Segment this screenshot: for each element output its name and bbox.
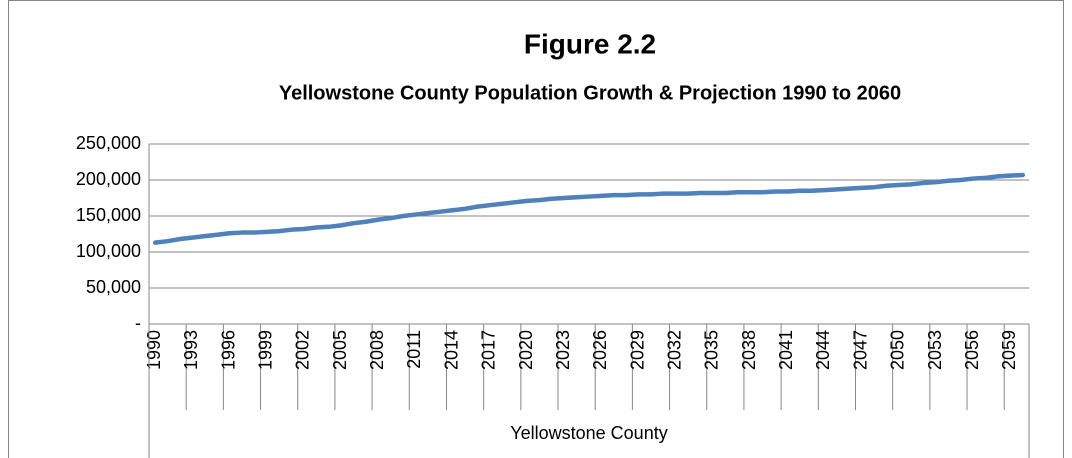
- x-tick-label: 2023: [553, 330, 573, 370]
- x-tick-label: 2014: [441, 330, 461, 370]
- data-line: [152, 172, 1026, 245]
- x-tick-label: 2035: [702, 330, 722, 370]
- x-tick-label: 2050: [888, 330, 908, 370]
- x-tick-label: 2011: [404, 330, 424, 369]
- x-tick-label: 1990: [144, 330, 164, 370]
- y-tick-label: 150,000: [76, 205, 141, 225]
- x-tick-label: 2059: [999, 330, 1019, 370]
- x-tick-label: 1993: [181, 330, 201, 370]
- x-tick-label: 2026: [590, 330, 610, 370]
- group-label: Yellowstone County: [510, 423, 667, 443]
- x-tick-label: 2020: [516, 330, 536, 370]
- x-tick-label: 2008: [367, 330, 387, 370]
- x-tick-label: 2005: [330, 330, 350, 370]
- x-tick-label: 2053: [925, 330, 945, 370]
- x-tick-label: 1996: [218, 330, 238, 370]
- x-tick-label: 2044: [813, 330, 833, 370]
- x-tick-label: 2002: [293, 330, 313, 370]
- y-tick-label: 250,000: [76, 133, 141, 153]
- chart-border: [8, 0, 1064, 458]
- chart-subtitle: Yellowstone County Population Growth & P…: [279, 82, 901, 104]
- x-tick-label: 2029: [627, 330, 647, 370]
- x-tick-label: 2041: [776, 330, 796, 370]
- x-tick-label: 2056: [962, 330, 982, 370]
- y-tick-label: 100,000: [76, 241, 141, 261]
- chart-title: Figure 2.2: [524, 28, 656, 59]
- x-tick-label: 2038: [739, 330, 759, 370]
- y-tick-label: 50,000: [86, 277, 141, 297]
- x-tick-label: 2017: [479, 330, 499, 370]
- x-tick-label: 2032: [665, 330, 685, 370]
- y-tick-label: -: [135, 313, 141, 333]
- x-tick-label: 1999: [255, 330, 275, 370]
- x-tick-label: 2047: [850, 330, 870, 370]
- y-tick-label: 200,000: [76, 169, 141, 189]
